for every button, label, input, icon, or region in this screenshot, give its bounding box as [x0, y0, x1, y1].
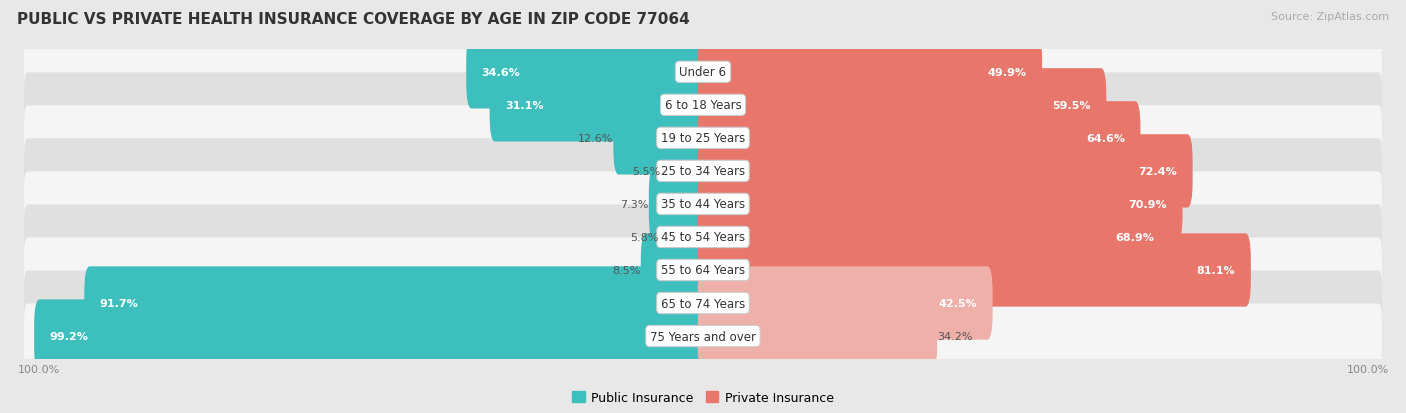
Text: 42.5%: 42.5%	[939, 298, 977, 308]
Text: 55 to 64 Years: 55 to 64 Years	[661, 264, 745, 277]
FancyBboxPatch shape	[84, 267, 709, 340]
FancyBboxPatch shape	[697, 267, 993, 340]
Legend: Public Insurance, Private Insurance: Public Insurance, Private Insurance	[567, 386, 839, 409]
Text: 25 to 34 Years: 25 to 34 Years	[661, 165, 745, 178]
Text: PUBLIC VS PRIVATE HEALTH INSURANCE COVERAGE BY AGE IN ZIP CODE 77064: PUBLIC VS PRIVATE HEALTH INSURANCE COVER…	[17, 12, 689, 27]
Text: 64.6%: 64.6%	[1085, 133, 1125, 144]
Text: 12.6%: 12.6%	[578, 133, 613, 144]
Text: 99.2%: 99.2%	[49, 331, 89, 341]
FancyBboxPatch shape	[613, 102, 709, 175]
Text: 72.4%: 72.4%	[1139, 166, 1177, 176]
Text: 35 to 44 Years: 35 to 44 Years	[661, 198, 745, 211]
FancyBboxPatch shape	[697, 168, 1182, 241]
FancyBboxPatch shape	[489, 69, 709, 142]
Text: 81.1%: 81.1%	[1197, 265, 1236, 275]
FancyBboxPatch shape	[697, 300, 938, 373]
FancyBboxPatch shape	[24, 139, 1382, 204]
FancyBboxPatch shape	[467, 36, 709, 109]
FancyBboxPatch shape	[697, 135, 1192, 208]
Text: 7.3%: 7.3%	[620, 199, 648, 209]
Text: 45 to 54 Years: 45 to 54 Years	[661, 231, 745, 244]
Text: 75 Years and over: 75 Years and over	[650, 330, 756, 343]
FancyBboxPatch shape	[697, 102, 1140, 175]
Text: 31.1%: 31.1%	[505, 101, 544, 111]
FancyBboxPatch shape	[641, 234, 709, 307]
FancyBboxPatch shape	[697, 36, 1042, 109]
FancyBboxPatch shape	[24, 271, 1382, 336]
Text: 65 to 74 Years: 65 to 74 Years	[661, 297, 745, 310]
Text: 19 to 25 Years: 19 to 25 Years	[661, 132, 745, 145]
Text: 68.9%: 68.9%	[1115, 233, 1154, 242]
FancyBboxPatch shape	[24, 73, 1382, 138]
FancyBboxPatch shape	[34, 300, 709, 373]
FancyBboxPatch shape	[24, 238, 1382, 303]
Text: 100.0%: 100.0%	[17, 364, 59, 374]
FancyBboxPatch shape	[24, 205, 1382, 270]
Text: 8.5%: 8.5%	[613, 265, 641, 275]
FancyBboxPatch shape	[648, 168, 709, 241]
Text: 5.5%: 5.5%	[633, 166, 661, 176]
FancyBboxPatch shape	[24, 40, 1382, 105]
Text: 59.5%: 59.5%	[1053, 101, 1091, 111]
Text: 34.6%: 34.6%	[482, 68, 520, 78]
FancyBboxPatch shape	[697, 234, 1251, 307]
Text: 70.9%: 70.9%	[1129, 199, 1167, 209]
Text: 100.0%: 100.0%	[1347, 364, 1389, 374]
FancyBboxPatch shape	[24, 304, 1382, 369]
Text: Under 6: Under 6	[679, 66, 727, 79]
Text: 6 to 18 Years: 6 to 18 Years	[665, 99, 741, 112]
FancyBboxPatch shape	[659, 201, 709, 274]
FancyBboxPatch shape	[24, 106, 1382, 171]
FancyBboxPatch shape	[661, 135, 709, 208]
Text: 5.8%: 5.8%	[630, 233, 659, 242]
FancyBboxPatch shape	[697, 201, 1170, 274]
FancyBboxPatch shape	[24, 172, 1382, 237]
Text: 49.9%: 49.9%	[988, 68, 1026, 78]
Text: 91.7%: 91.7%	[100, 298, 138, 308]
FancyBboxPatch shape	[697, 69, 1107, 142]
Text: 34.2%: 34.2%	[938, 331, 973, 341]
Text: Source: ZipAtlas.com: Source: ZipAtlas.com	[1271, 12, 1389, 22]
